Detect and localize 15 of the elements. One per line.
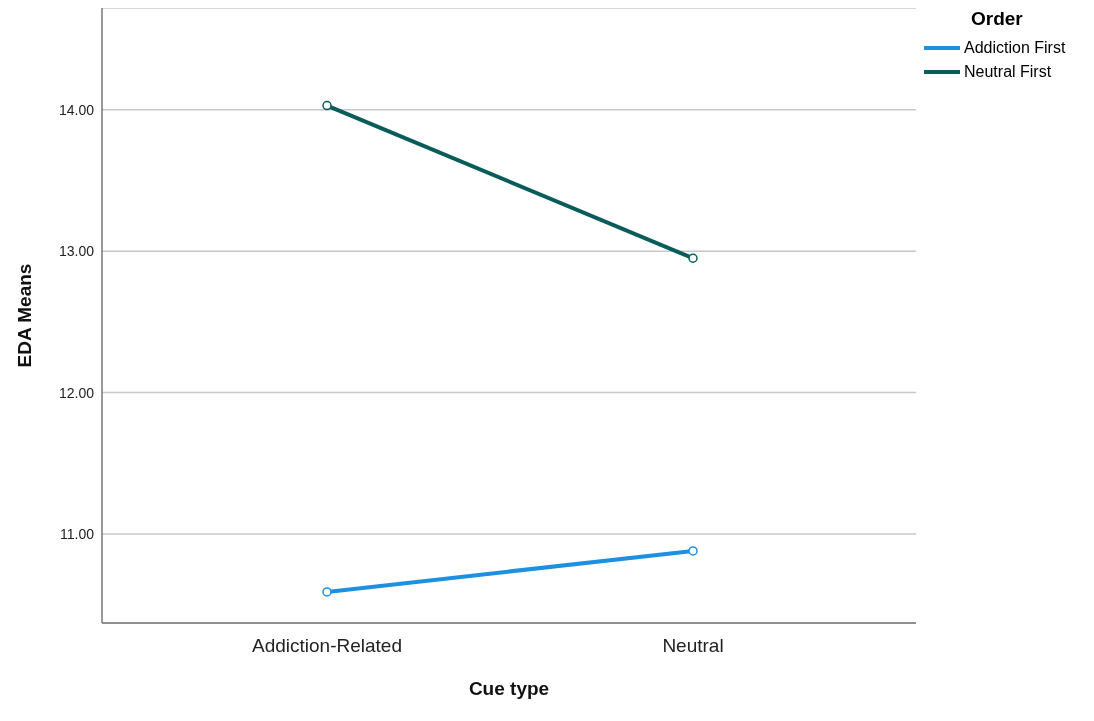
legend-title: Order <box>971 8 1024 30</box>
point <box>688 546 698 556</box>
point <box>688 253 698 263</box>
y-tick-label: 13.00 <box>58 243 95 260</box>
y-tick-label: 12.00 <box>58 384 95 401</box>
x-tick-label: Neutral <box>662 635 724 657</box>
y-tick-label: 11.00 <box>60 525 95 542</box>
legend-label: Addiction First <box>964 38 1066 58</box>
legend-label: Neutral First <box>964 62 1052 82</box>
point <box>322 100 332 111</box>
x-tick-label: Addiction-Related <box>252 635 402 657</box>
y-axis-title: EDA Means <box>13 263 35 368</box>
point <box>322 587 332 597</box>
x-axis-title: Cue type <box>468 678 550 699</box>
y-tick-label: 14.00 <box>58 101 95 118</box>
